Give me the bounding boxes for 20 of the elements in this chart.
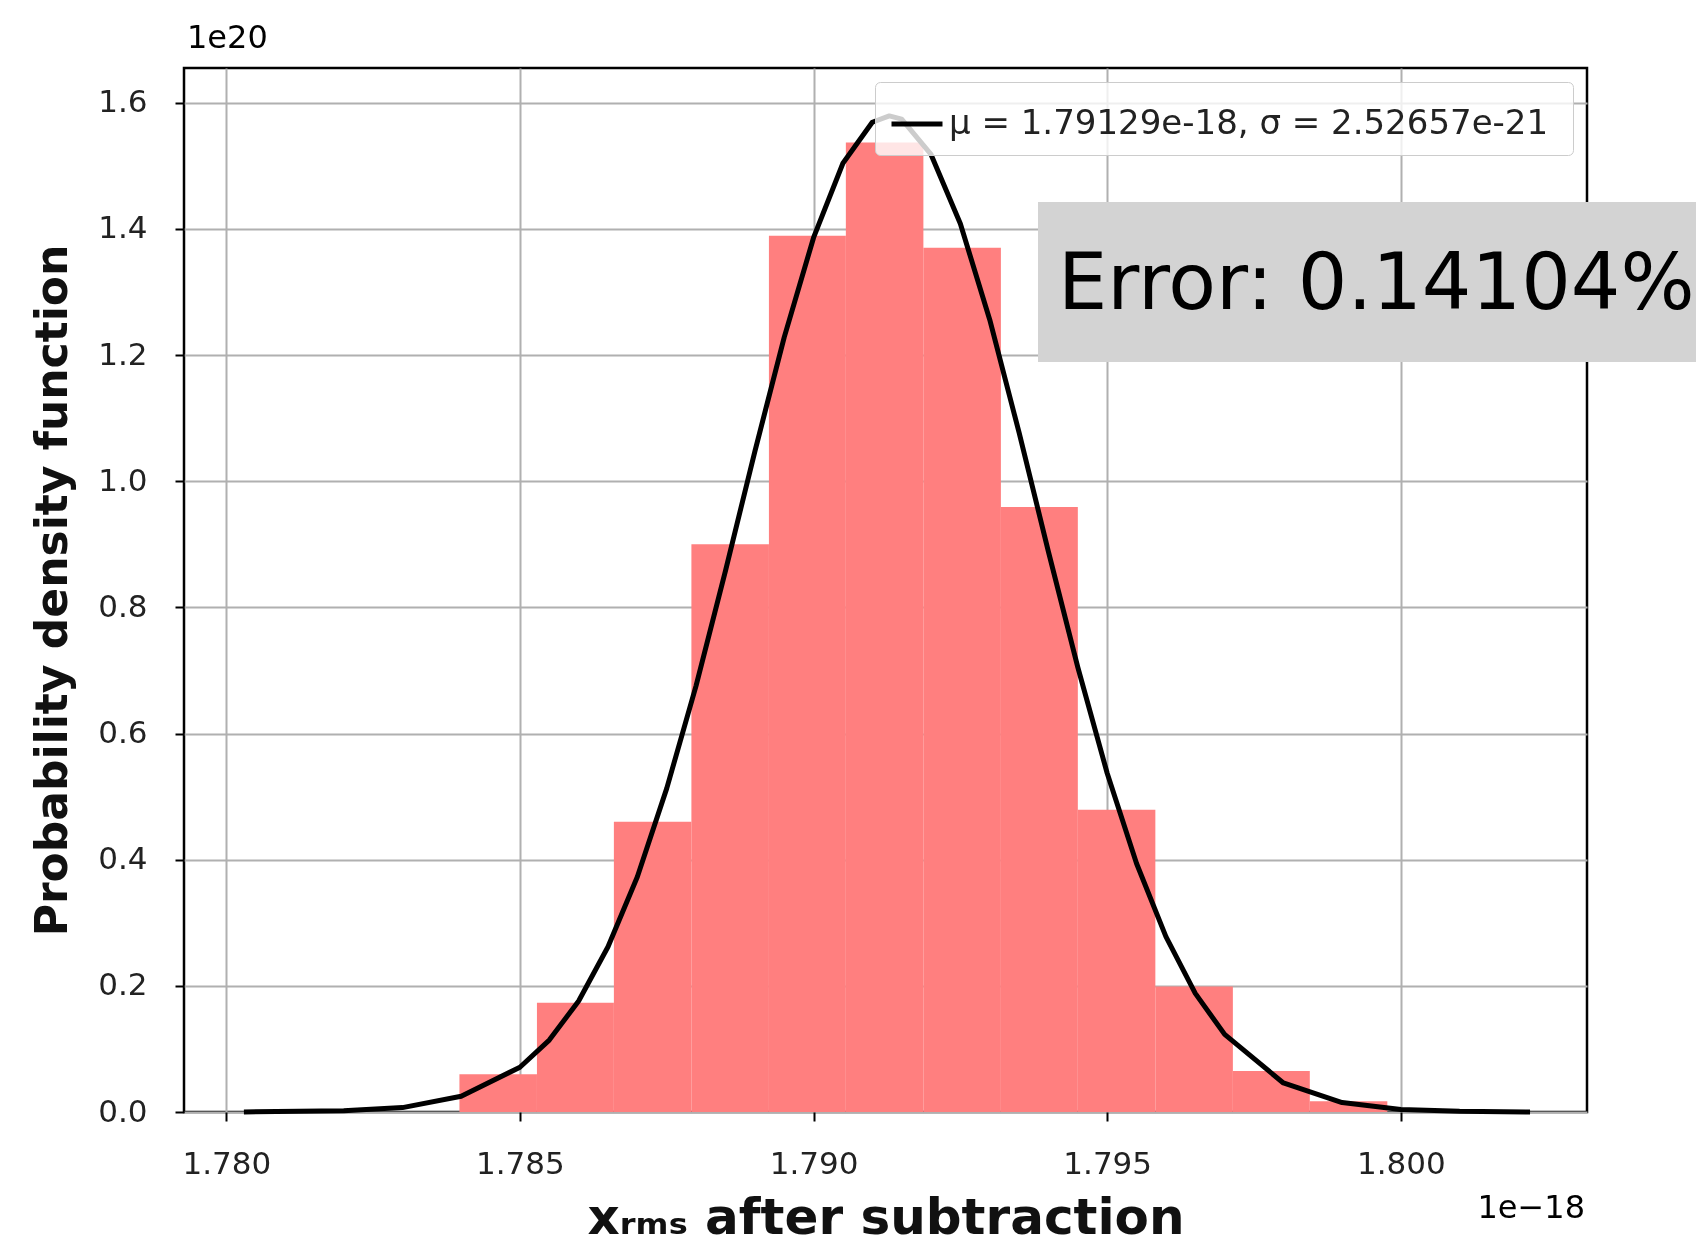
y-axis-title: Probability density function [26,244,78,937]
annotation: Error: 0.14104% [1038,202,1696,362]
y-tick-label: 1.4 [98,209,148,246]
y-tick-label: 0.2 [98,966,148,1003]
x-tick-label: 1.780 [182,1144,272,1181]
x-tick-label: 1.795 [1063,1144,1153,1181]
y-tick-label: 0.4 [98,840,148,877]
y-tick-label: 0.8 [98,587,148,624]
y-tick-label: 0.6 [98,714,148,751]
y-tick-label: 1.2 [98,335,148,372]
x-axis-title: xᵣₘₛ after subtraction [587,1187,1185,1246]
x-tick-label: 1.800 [1356,1144,1446,1181]
x-tick-label: 1.790 [769,1144,859,1181]
y-tick-label: 0.0 [98,1092,148,1129]
legend-label: μ = 1.79129e-18, σ = 2.52657e-21 [949,102,1549,142]
y-tick-label: 1.0 [98,461,148,498]
text: 1e20 [187,18,268,56]
y-tick-label: 1.6 [98,83,148,120]
text: 1e−18 [1477,1188,1585,1226]
x-tick-label: 1.785 [476,1144,565,1181]
